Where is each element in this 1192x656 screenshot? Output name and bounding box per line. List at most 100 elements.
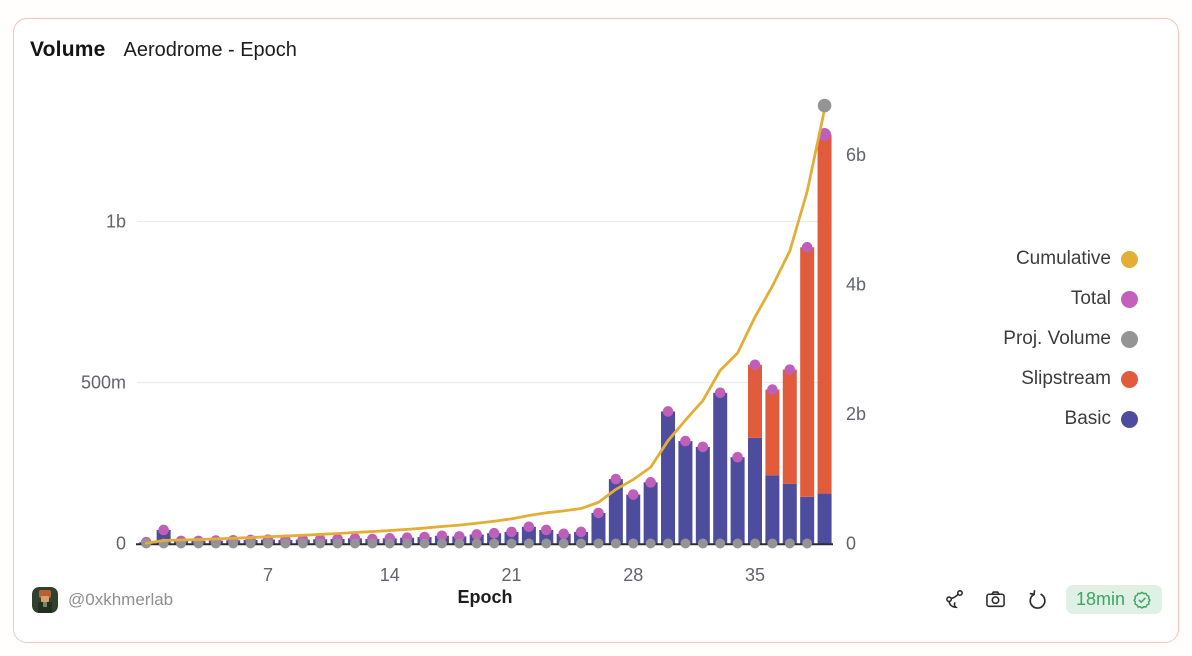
legend-label: Proj. Volume xyxy=(1003,328,1111,349)
cumulative-line[interactable] xyxy=(144,107,826,545)
total-dot-epoch-17[interactable] xyxy=(436,530,448,542)
bar-slipstream-epoch-36[interactable] xyxy=(765,389,780,476)
total-dot-epoch-25[interactable] xyxy=(575,526,587,538)
bar-basic-epoch-35[interactable] xyxy=(747,437,762,544)
total-dot-epoch-36[interactable] xyxy=(767,384,778,395)
total-dot-epoch-35[interactable] xyxy=(749,359,761,371)
x-axis-tick: 28 xyxy=(623,565,643,585)
proj-volume-dot-epoch-37[interactable] xyxy=(784,538,795,549)
proj-volume-dot-epoch-14[interactable] xyxy=(384,538,395,549)
bar-basic-epoch-28[interactable] xyxy=(626,494,641,544)
proj-volume-dot-epoch-21[interactable] xyxy=(506,538,517,549)
proj-volume-dot-epoch-19[interactable] xyxy=(471,538,482,549)
refresh-age-badge[interactable]: 18min xyxy=(1065,585,1162,614)
proj-volume-dot-epoch-38[interactable] xyxy=(802,538,813,549)
total-dot-epoch-28[interactable] xyxy=(627,489,639,500)
total-dot-epoch-1[interactable] xyxy=(158,524,169,536)
proj-volume-dot-epoch-12[interactable] xyxy=(349,538,360,549)
proj-volume-dot-epoch-28[interactable] xyxy=(628,538,639,549)
bar-basic-epoch-27[interactable] xyxy=(608,479,623,544)
screenshot-button[interactable] xyxy=(984,588,1008,612)
bar-basic-epoch-38[interactable] xyxy=(800,496,815,544)
total-dot-epoch-34[interactable] xyxy=(732,451,743,463)
total-dot-epoch-18[interactable] xyxy=(454,531,465,542)
total-dot-epoch-27[interactable] xyxy=(610,473,622,485)
bar-basic-epoch-34[interactable] xyxy=(730,457,745,544)
proj-volume-dot-epoch-33[interactable] xyxy=(715,538,726,549)
bar-basic-epoch-31[interactable] xyxy=(678,441,693,544)
bar-basic-epoch-36[interactable] xyxy=(765,475,780,544)
bar-slipstream-epoch-39[interactable] xyxy=(817,134,832,494)
total-dot-epoch-37[interactable] xyxy=(784,364,796,375)
total-dot-epoch-29[interactable] xyxy=(645,477,656,488)
total-dot-epoch-32[interactable] xyxy=(697,441,709,453)
proj-volume-dot-epoch-26[interactable] xyxy=(593,538,604,549)
proj-volume-dot-epoch-35[interactable] xyxy=(749,538,760,549)
proj-volume-dot-epoch-3[interactable] xyxy=(193,538,204,549)
fork-button[interactable] xyxy=(943,588,967,612)
total-dot-epoch-22[interactable] xyxy=(523,521,535,533)
total-dot-epoch-23[interactable] xyxy=(540,524,552,536)
bar-slipstream-epoch-35[interactable] xyxy=(747,364,762,438)
proj-volume-dot-epoch-4[interactable] xyxy=(210,538,221,549)
total-dot-epoch-38[interactable] xyxy=(801,241,813,253)
proj-volume-dot-epoch-10[interactable] xyxy=(315,538,326,549)
proj-volume-dot-epoch-11[interactable] xyxy=(332,538,343,549)
x-axis-tick: 35 xyxy=(745,565,765,585)
bar-basic-epoch-21[interactable] xyxy=(504,531,519,544)
legend-item-proj-volume[interactable]: Proj. Volume xyxy=(1003,328,1138,350)
proj-volume-dot-epoch-34[interactable] xyxy=(732,538,743,549)
proj-volume-dot-epoch-22[interactable] xyxy=(523,538,534,549)
proj-volume-dot-epoch-23[interactable] xyxy=(541,538,552,549)
proj-volume-dot-epoch-36[interactable] xyxy=(767,538,778,549)
proj-volume-dot-epoch-13[interactable] xyxy=(367,538,378,549)
proj-volume-dot-epoch-17[interactable] xyxy=(436,538,447,549)
legend-item-cumulative[interactable]: Cumulative xyxy=(1016,248,1138,270)
verified-seal-icon xyxy=(1133,591,1151,609)
bar-basic-epoch-29[interactable] xyxy=(643,482,658,544)
proj-volume-dot-epoch-24[interactable] xyxy=(558,538,569,549)
legend-item-slipstream[interactable]: Slipstream xyxy=(1021,368,1138,390)
bar-basic-epoch-22[interactable] xyxy=(521,526,536,544)
legend-item-total[interactable]: Total xyxy=(1071,288,1138,310)
proj-volume-dot-epoch-5[interactable] xyxy=(228,538,239,549)
total-dot-epoch-19[interactable] xyxy=(471,529,483,540)
bar-basic-epoch-32[interactable] xyxy=(695,446,710,544)
proj-volume-dot-epoch-8[interactable] xyxy=(280,538,291,549)
proj-volume-dot-epoch-27[interactable] xyxy=(610,538,621,549)
bar-slipstream-epoch-38[interactable] xyxy=(800,247,815,497)
proj-volume-dot-epoch-29[interactable] xyxy=(645,538,656,549)
proj-volume-dot-epoch-39[interactable] xyxy=(817,98,832,113)
proj-volume-dot-epoch-32[interactable] xyxy=(697,538,708,549)
proj-volume-dot-epoch-6[interactable] xyxy=(245,538,256,549)
bar-basic-epoch-33[interactable] xyxy=(713,392,728,544)
total-dot-epoch-26[interactable] xyxy=(593,507,604,519)
total-dot-epoch-31[interactable] xyxy=(680,435,691,447)
total-dot-epoch-33[interactable] xyxy=(714,387,726,399)
total-dot-epoch-30[interactable] xyxy=(662,406,674,417)
legend-item-basic[interactable]: Basic xyxy=(1065,408,1138,430)
proj-volume-dot-epoch-16[interactable] xyxy=(419,538,430,549)
bar-basic-epoch-37[interactable] xyxy=(782,483,797,544)
total-dot-epoch-24[interactable] xyxy=(558,528,569,540)
author-avatar xyxy=(32,587,58,613)
proj-volume-dot-epoch-15[interactable] xyxy=(402,538,413,549)
proj-volume-dot-epoch-30[interactable] xyxy=(663,538,674,549)
proj-volume-dot-epoch-25[interactable] xyxy=(576,538,587,549)
proj-volume-dot-epoch-20[interactable] xyxy=(489,538,500,549)
bar-basic-epoch-25[interactable] xyxy=(574,531,589,544)
bar-basic-epoch-39[interactable] xyxy=(817,493,832,544)
bar-basic-epoch-30[interactable] xyxy=(661,411,676,544)
refresh-button[interactable] xyxy=(1025,588,1049,612)
total-dot-epoch-21[interactable] xyxy=(506,526,517,538)
legend-dot xyxy=(1121,290,1138,308)
bar-basic-epoch-26[interactable] xyxy=(591,512,606,544)
bar-slipstream-epoch-37[interactable] xyxy=(782,369,797,484)
proj-volume-dot-epoch-9[interactable] xyxy=(297,538,308,549)
proj-volume-dot-epoch-18[interactable] xyxy=(454,538,465,549)
proj-volume-dot-epoch-31[interactable] xyxy=(680,538,691,549)
total-dot-epoch-20[interactable] xyxy=(488,527,500,539)
proj-volume-dot-epoch-7[interactable] xyxy=(263,538,273,549)
